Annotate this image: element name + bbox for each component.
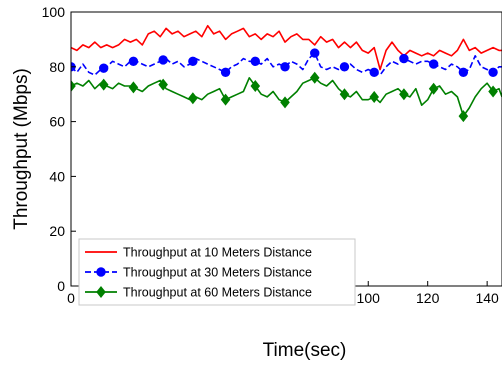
series-layer: [71, 24, 502, 123]
series-3-point-14: [458, 110, 469, 123]
legend-item-3: Throughput at 60 Meters Distance: [85, 286, 312, 300]
series-3-point-7: [250, 79, 261, 92]
y-tick-label: 40: [49, 168, 65, 184]
series-1: [71, 24, 502, 71]
series-3-point-15: [488, 85, 498, 98]
series-3-point-10: [339, 88, 350, 101]
series-2-point-6: [220, 67, 231, 77]
legend-marker: [96, 285, 106, 299]
series-3-point-5: [188, 92, 198, 105]
legend-box: [78, 238, 356, 306]
x-tick-label: 120: [416, 290, 440, 306]
legend: Throughput at 10 Meters Distance Throughp…: [78, 238, 356, 306]
series-2-point-7: [250, 56, 260, 67]
series-2-point-10: [339, 62, 350, 72]
series-3-point-6: [220, 93, 231, 106]
y-axis-title: Throughput (Mbps): [11, 68, 32, 230]
legend-marker: [96, 267, 106, 277]
series-3-point-1: [71, 79, 76, 92]
series-3-point-9: [309, 71, 320, 84]
series-2-point-11: [369, 67, 379, 77]
y-tick-label: 80: [49, 59, 65, 75]
y-tick-label: 0: [57, 278, 65, 294]
series-2-point-14: [458, 67, 469, 77]
series-2-point-3: [128, 56, 139, 67]
series-2-point-13: [428, 59, 439, 69]
legend-item-1: Throughput at 10 Meters Distance: [85, 246, 312, 260]
series-3-point-11: [369, 90, 379, 103]
legend-label: Throughput at 10 Meters Distance: [123, 246, 312, 260]
y-tick-label: 100: [42, 4, 66, 20]
x-tick-label: 0: [67, 290, 75, 306]
series-3-point-2: [98, 78, 109, 91]
series-2-point-4: [158, 55, 168, 65]
legend-label: Throughput at 60 Meters Distance: [123, 286, 312, 300]
y-tick-label: 60: [49, 114, 65, 130]
x-tick-label: 100: [357, 290, 381, 306]
legend-label: Throughput at 30 Meters Distance: [123, 266, 312, 280]
series-2-point-12: [399, 53, 409, 64]
series-2-point-15: [488, 67, 498, 77]
series-2: [71, 48, 502, 77]
x-axis-title: Time(sec): [263, 340, 347, 361]
series-2-point-2: [98, 63, 109, 73]
series-2-point-8: [280, 62, 290, 72]
series-3-point-8: [280, 96, 290, 109]
series-2-point-5: [188, 56, 198, 67]
series-line-3: [71, 77, 502, 117]
series-3-point-12: [399, 88, 409, 101]
series-3-point-13: [428, 82, 439, 95]
x-tick-label: 140: [475, 290, 499, 306]
legend-item-2: Throughput at 30 Meters Distance: [85, 266, 312, 280]
series-line-1: [71, 24, 502, 71]
series-3: [71, 71, 502, 123]
series-3-point-4: [158, 78, 168, 91]
y-tick-label: 20: [49, 223, 65, 239]
series-2-point-9: [310, 48, 320, 58]
series-3-point-3: [128, 81, 139, 94]
